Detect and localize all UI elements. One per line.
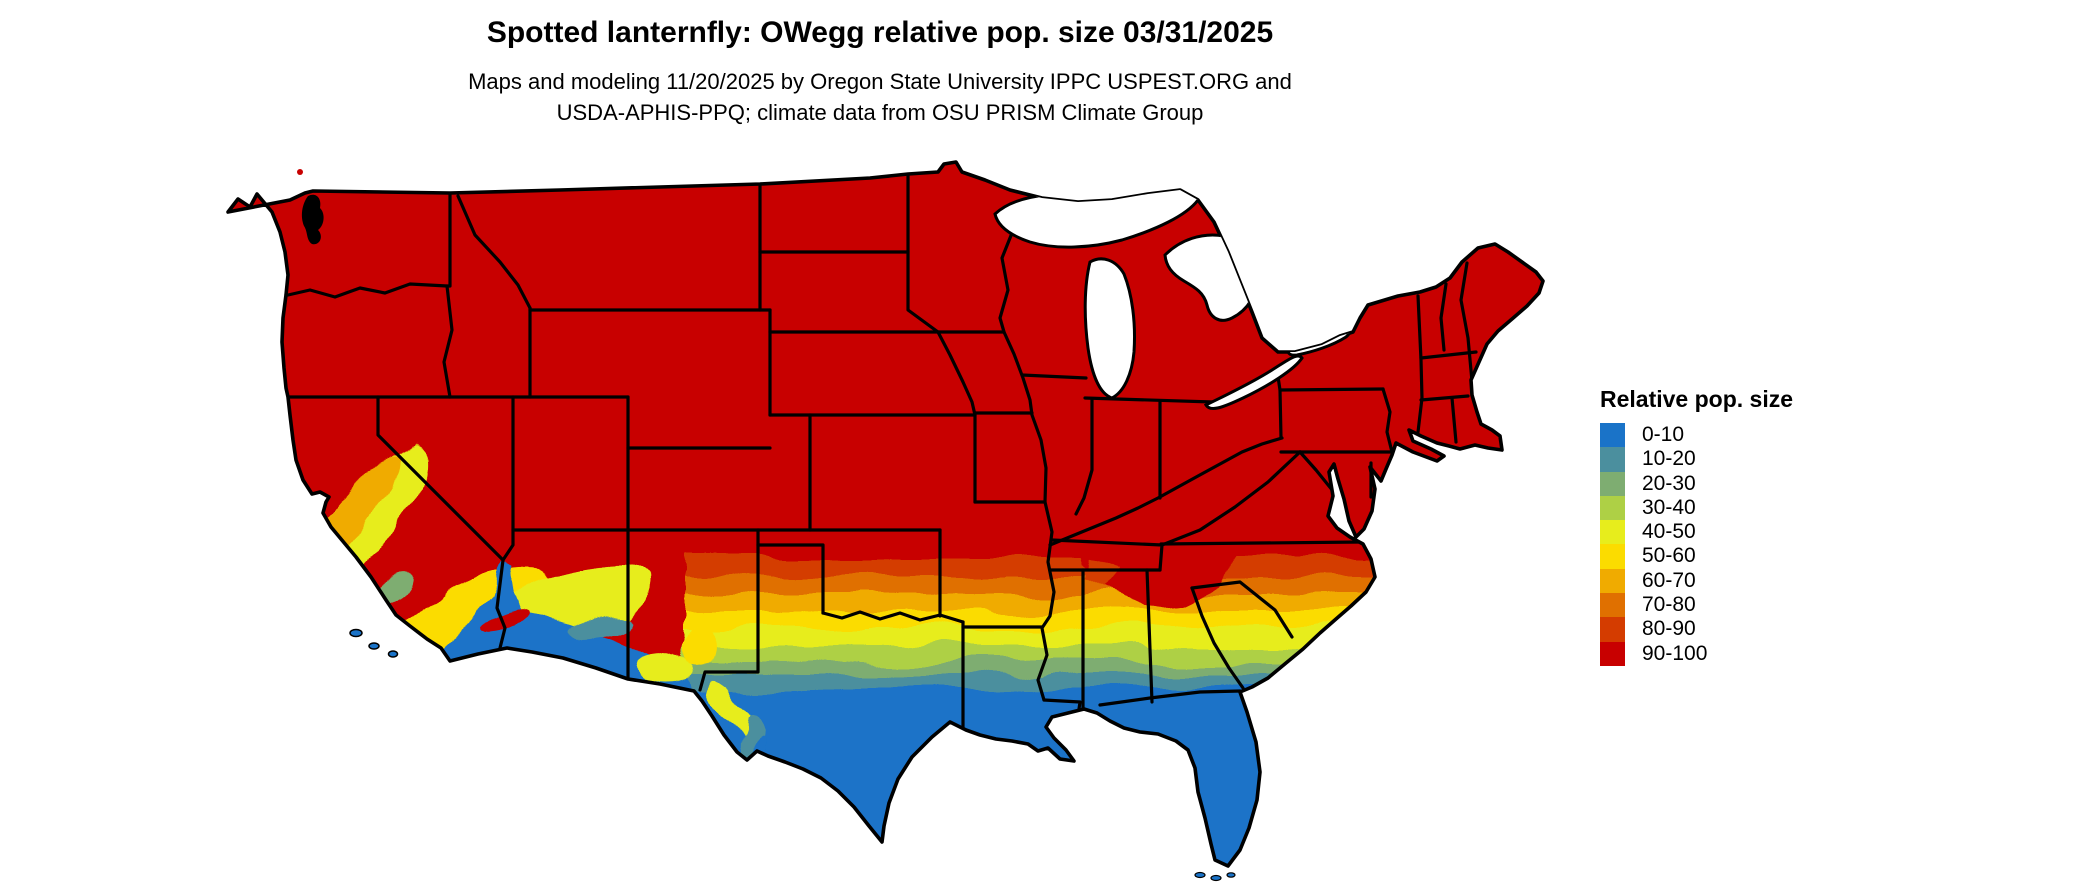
legend-label: 30-40 xyxy=(1642,495,1696,519)
page-title: Spotted lanternfly: OWegg relative pop. … xyxy=(486,16,1274,49)
subtitle-line-1: Maps and modeling 11/20/2025 by Oregon S… xyxy=(468,69,1292,94)
legend-swatch xyxy=(1600,641,1625,666)
legend-label: 20-30 xyxy=(1642,471,1696,495)
florida-keys xyxy=(1194,871,1236,882)
legend-items: 0-10 10-20 20-30 30-40 40-50 50-60 60-70 70-80 8… xyxy=(1600,423,1860,666)
lake-michigan xyxy=(1083,257,1136,400)
legend-label: 50-60 xyxy=(1642,544,1696,568)
state-borders xyxy=(238,172,1478,733)
page-subtitle: Maps and modeling 11/20/2025 by Oregon S… xyxy=(0,66,1760,128)
legend-item: 80-90 xyxy=(1600,617,1860,642)
title-block: Spotted lanternfly: OWegg relative pop. … xyxy=(0,16,1760,128)
legend-item: 20-30 xyxy=(1600,471,1860,496)
map-gradient-belt xyxy=(686,498,1416,866)
legend-item: 0-10 xyxy=(1600,423,1860,448)
puget-sound xyxy=(301,194,324,245)
legend-swatch xyxy=(1600,471,1625,496)
legend-label: 0-10 xyxy=(1642,423,1685,446)
map-legend: Relative pop. size 0-10 10-20 20-30 30-40 40… xyxy=(1600,386,1860,666)
legend-swatch xyxy=(1600,544,1625,569)
legend-label: 70-80 xyxy=(1642,593,1696,617)
legend-swatch xyxy=(1600,617,1625,642)
lake-erie xyxy=(1203,354,1304,410)
legend-label: 60-70 xyxy=(1642,568,1696,592)
legend-swatch xyxy=(1600,568,1625,594)
legend-item: 40-50 xyxy=(1600,520,1860,545)
legend-item: 60-70 xyxy=(1600,568,1860,594)
conus-outline xyxy=(226,160,1545,868)
legend-swatch xyxy=(1600,593,1625,618)
legend-swatch xyxy=(1600,447,1625,472)
legend-swatch xyxy=(1600,423,1625,448)
island-dot xyxy=(297,169,303,175)
legend-label: 80-90 xyxy=(1642,617,1696,641)
legend-label: 90-100 xyxy=(1642,641,1708,665)
legend-item: 90-100 xyxy=(1600,641,1860,666)
legend-item: 10-20 xyxy=(1600,447,1860,472)
legend-title: Relative pop. size xyxy=(1600,386,1794,412)
legend-item: 30-40 xyxy=(1600,495,1860,521)
legend-swatch xyxy=(1600,495,1625,521)
legend-item: 70-80 xyxy=(1600,593,1860,618)
subtitle-line-2: USDA-APHIS-PPQ; climate data from OSU PR… xyxy=(556,100,1204,125)
legend-label: 40-50 xyxy=(1642,520,1696,544)
legend-label: 10-20 xyxy=(1642,447,1696,471)
channel-islands xyxy=(349,628,399,658)
legend-item: 50-60 xyxy=(1600,544,1860,569)
legend-swatch xyxy=(1600,520,1625,545)
